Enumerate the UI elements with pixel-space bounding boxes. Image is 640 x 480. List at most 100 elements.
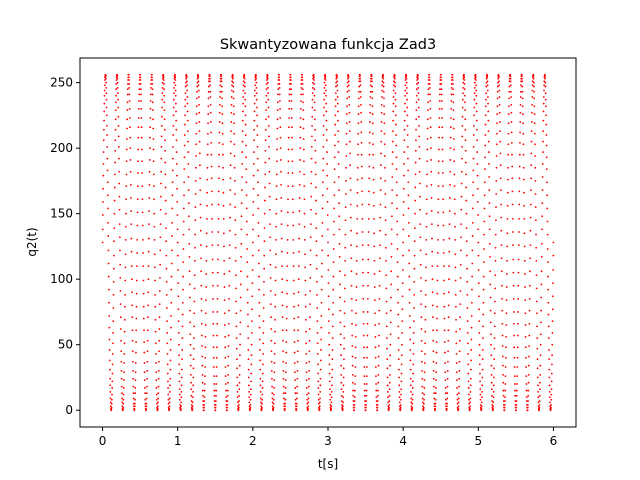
data-point <box>550 404 552 406</box>
data-point <box>141 148 143 151</box>
data-point <box>419 195 421 198</box>
data-point <box>328 372 331 375</box>
data-point <box>308 316 311 319</box>
data-point <box>205 218 208 220</box>
data-point <box>361 231 364 233</box>
data-point <box>464 149 467 152</box>
data-point <box>140 117 143 119</box>
data-point <box>540 309 543 312</box>
data-point <box>466 307 469 309</box>
data-point <box>259 349 261 351</box>
data-point <box>162 76 165 79</box>
data-point <box>198 104 200 106</box>
data-point <box>524 286 526 288</box>
data-point <box>270 316 272 319</box>
data-point <box>487 96 489 98</box>
data-point <box>535 300 538 303</box>
data-point <box>261 372 264 375</box>
data-point <box>302 127 305 130</box>
data-point <box>547 288 550 291</box>
data-point <box>273 379 276 381</box>
data-point <box>308 339 311 342</box>
data-point <box>247 368 250 371</box>
data-point <box>491 409 494 412</box>
data-point <box>529 270 531 273</box>
data-point <box>178 388 181 391</box>
data-point <box>517 284 520 287</box>
data-point <box>315 212 318 215</box>
data-point <box>362 271 364 274</box>
data-point <box>392 96 395 98</box>
data-point <box>550 372 553 375</box>
data-point <box>270 350 273 353</box>
data-point <box>472 134 475 136</box>
data-point <box>181 337 184 340</box>
data-point <box>462 77 465 80</box>
data-point <box>269 223 271 226</box>
data-point <box>294 387 297 389</box>
data-point <box>231 75 234 77</box>
data-point <box>447 329 450 332</box>
data-point <box>256 106 258 109</box>
data-point <box>230 89 233 92</box>
data-point <box>340 373 343 376</box>
data-point <box>146 350 149 353</box>
data-point <box>143 371 146 374</box>
data-point <box>132 377 135 380</box>
data-point <box>322 157 325 160</box>
data-point <box>113 199 116 202</box>
data-point <box>123 342 126 345</box>
data-point <box>257 235 260 237</box>
data-point <box>355 286 358 288</box>
data-point <box>158 360 160 363</box>
data-point <box>479 393 482 396</box>
data-point <box>317 393 320 396</box>
data-point <box>308 350 311 353</box>
data-point <box>542 130 545 133</box>
data-point <box>174 75 176 77</box>
data-point <box>137 172 139 174</box>
data-point <box>210 190 213 193</box>
data-point <box>164 161 167 164</box>
data-point <box>210 165 213 168</box>
data-point <box>165 240 168 243</box>
data-point <box>462 92 464 95</box>
data-point <box>325 139 328 142</box>
data-point <box>436 252 439 254</box>
data-point <box>148 197 151 199</box>
data-point <box>526 406 529 409</box>
data-point <box>301 76 304 79</box>
data-point <box>378 270 381 273</box>
data-point <box>378 297 381 300</box>
data-point <box>253 139 255 142</box>
data-point <box>174 94 177 97</box>
data-point <box>351 334 354 337</box>
data-point <box>367 231 370 233</box>
data-point <box>129 183 132 186</box>
data-point <box>181 313 184 316</box>
data-point <box>231 84 233 87</box>
data-point <box>508 97 511 100</box>
data-point <box>515 389 518 392</box>
data-point <box>545 144 548 147</box>
data-point <box>209 104 212 106</box>
data-point <box>241 176 243 178</box>
data-point <box>500 229 503 232</box>
data-point <box>482 275 485 278</box>
data-point <box>463 88 466 91</box>
data-point <box>327 282 330 285</box>
data-point <box>269 236 272 239</box>
data-point <box>229 164 232 167</box>
data-point <box>510 90 512 93</box>
data-point <box>176 241 179 244</box>
data-point <box>252 200 255 203</box>
data-point <box>235 300 238 303</box>
x-tick-label: 1 <box>174 434 182 448</box>
data-point <box>525 389 528 392</box>
data-point <box>432 316 434 319</box>
data-point <box>453 160 456 163</box>
data-point <box>367 203 370 206</box>
data-point <box>550 380 553 383</box>
data-point <box>502 364 504 367</box>
data-point <box>321 207 324 210</box>
